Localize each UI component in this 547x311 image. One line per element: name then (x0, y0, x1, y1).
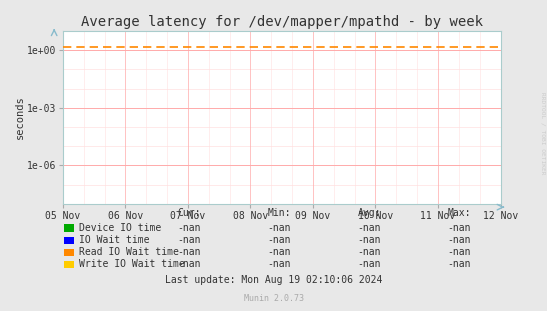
Title: Average latency for /dev/mapper/mpathd - by week: Average latency for /dev/mapper/mpathd -… (81, 15, 482, 29)
Text: Last update: Mon Aug 19 02:10:06 2024: Last update: Mon Aug 19 02:10:06 2024 (165, 275, 382, 285)
Text: Avg:: Avg: (358, 208, 381, 218)
Text: IO Wait time: IO Wait time (79, 235, 149, 245)
Text: Max:: Max: (448, 208, 471, 218)
Text: Write IO Wait time: Write IO Wait time (79, 259, 184, 269)
Text: Cur:: Cur: (177, 208, 200, 218)
Text: Device IO time: Device IO time (79, 223, 161, 233)
Text: -nan: -nan (177, 247, 200, 257)
Text: -nan: -nan (177, 235, 200, 245)
Text: -nan: -nan (448, 223, 471, 233)
Text: -nan: -nan (448, 259, 471, 269)
Text: -nan: -nan (358, 247, 381, 257)
Text: -nan: -nan (267, 235, 290, 245)
Text: -nan: -nan (267, 223, 290, 233)
Text: -nan: -nan (358, 259, 381, 269)
Y-axis label: seconds: seconds (15, 95, 25, 139)
Text: -nan: -nan (177, 223, 200, 233)
Text: Read IO Wait time: Read IO Wait time (79, 247, 179, 257)
Text: -nan: -nan (448, 247, 471, 257)
Text: -nan: -nan (358, 223, 381, 233)
Text: -nan: -nan (267, 259, 290, 269)
Text: Min:: Min: (267, 208, 290, 218)
Text: RRDTOOL / TOBI OETIKER: RRDTOOL / TOBI OETIKER (540, 92, 546, 175)
Text: Munin 2.0.73: Munin 2.0.73 (243, 294, 304, 303)
Text: -nan: -nan (267, 247, 290, 257)
Text: -nan: -nan (358, 235, 381, 245)
Text: -nan: -nan (177, 259, 200, 269)
Text: -nan: -nan (448, 235, 471, 245)
